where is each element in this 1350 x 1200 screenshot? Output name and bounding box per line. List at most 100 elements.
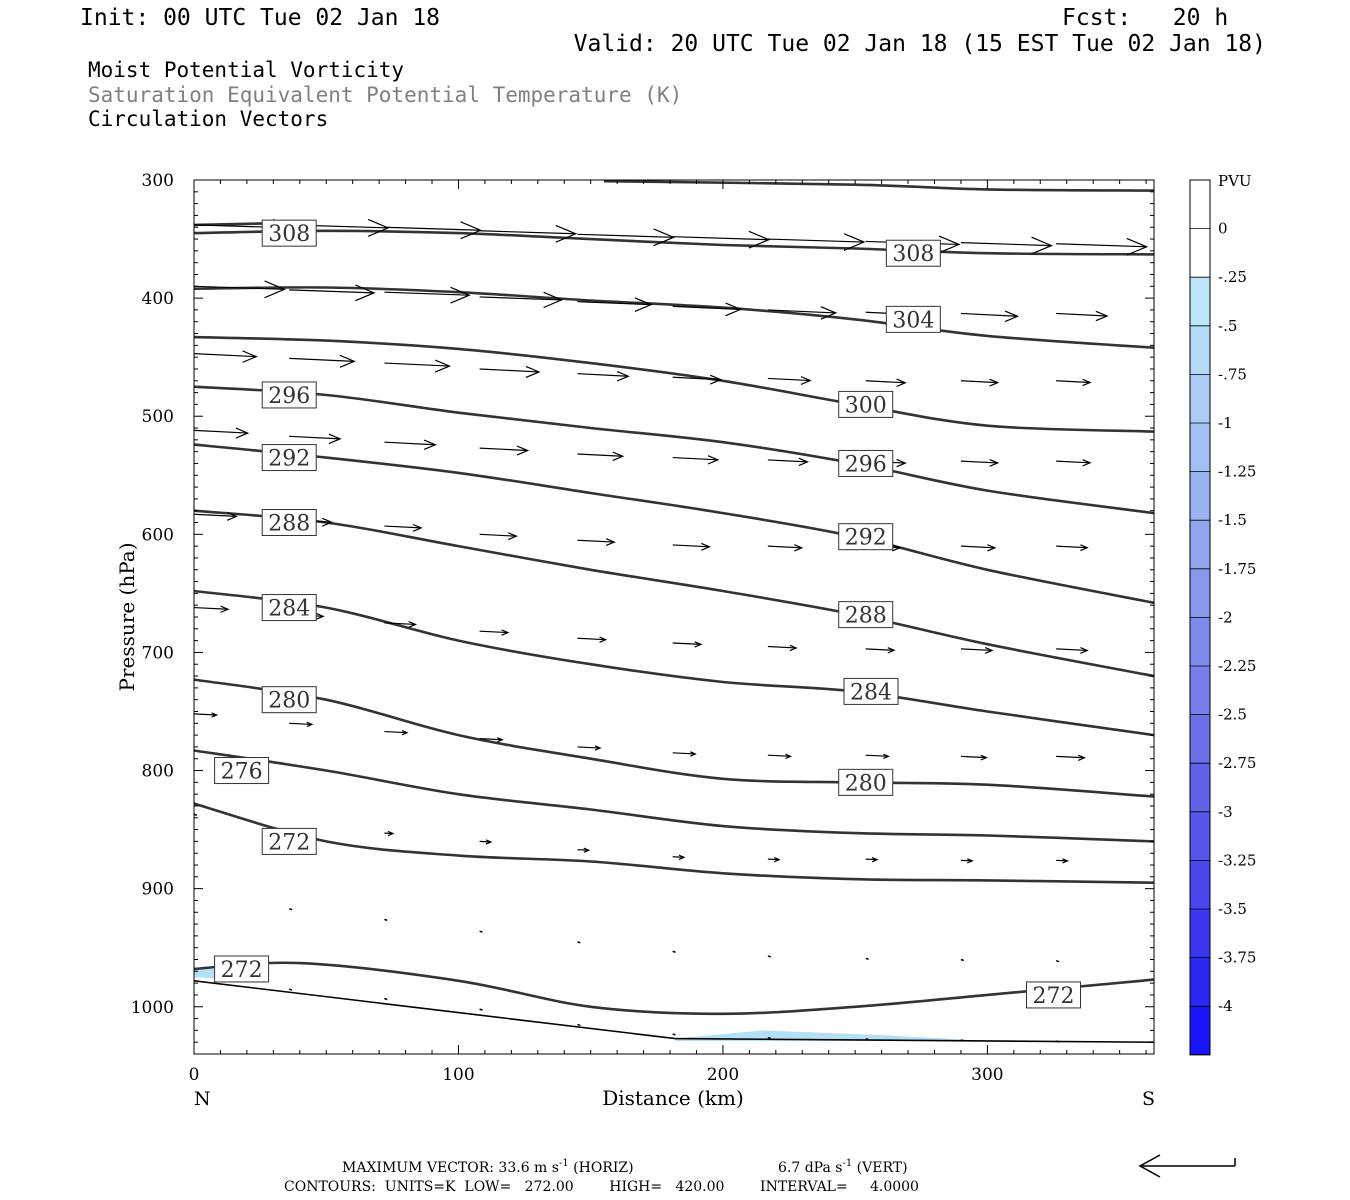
vector-head (583, 847, 591, 853)
vector-shaft (193, 513, 237, 517)
vector-arrow (767, 644, 798, 652)
vector-arrow (577, 745, 602, 751)
vector-arrow (384, 221, 483, 240)
x-end-label-south: S (1142, 1088, 1155, 1110)
contour-label: 284 (261, 594, 317, 622)
vector-shaft (767, 754, 791, 757)
colorbar-swatch (1190, 423, 1210, 472)
vector-arrow (577, 636, 608, 643)
contour-label: 288 (261, 509, 317, 537)
contour-label-box (838, 390, 894, 418)
vector-arrow (767, 753, 793, 759)
vector-shaft (960, 460, 998, 464)
vector-shaft (767, 238, 865, 243)
y-tick-label: 900 (142, 880, 174, 900)
vector-arrow (193, 712, 219, 718)
colorbar-label: -.75 (1218, 365, 1247, 383)
vector-head (989, 378, 1000, 387)
vector-arrow (767, 1036, 771, 1040)
vector-head (887, 647, 896, 654)
colorbar-swatch (1190, 714, 1210, 764)
vector-shaft (384, 622, 416, 626)
pvu-colorbar: PVU 0 -.25 -.5 -.75 -1 -1.25 -1.5 -1.75 -2 -2.25 -2… (1189, 172, 1256, 1056)
vector-head (798, 457, 810, 467)
vector-head (984, 647, 994, 654)
vector-head (694, 641, 703, 648)
vector-head (938, 235, 961, 254)
vector-arrow (193, 511, 238, 521)
vector-shaft (288, 908, 293, 911)
vector-head (653, 228, 676, 247)
vector-arrow (865, 378, 907, 387)
vector-head (387, 830, 395, 837)
vector-arrow (577, 538, 616, 547)
contour-label: 280 (838, 768, 894, 796)
vector-head (434, 359, 451, 373)
vector-shaft (479, 230, 576, 235)
plot-frame (193, 179, 1155, 1055)
vector-head (423, 439, 437, 451)
contour-labels: 308 308 304 300 296 296 292 292 288 288 284 284 280 2… (214, 219, 1082, 1009)
vector-head (794, 544, 804, 552)
vector-arrow (865, 957, 869, 961)
colorbar-frame (1189, 179, 1211, 1056)
colorbar-label: -2 (1218, 608, 1233, 626)
vector-shaft (672, 950, 676, 953)
vector-shaft (865, 648, 895, 651)
vector-head (1062, 858, 1070, 864)
y-tick-label: 700 (142, 643, 174, 663)
vector-arrow (479, 839, 493, 845)
colorbar-label: -.5 (1218, 317, 1237, 335)
vert-label: (VERT) (852, 1160, 907, 1176)
vector-head (1082, 459, 1092, 467)
vector-head (226, 511, 238, 521)
vector-head (485, 839, 493, 845)
vector-arrow (960, 647, 994, 654)
vector-arrow (672, 542, 711, 551)
vector-head (1082, 378, 1092, 387)
contour-label-box (261, 444, 317, 472)
vector-arrow (1055, 959, 1060, 963)
colorbar-label: -4 (1218, 997, 1233, 1015)
vector-head (508, 532, 518, 541)
colorbar-label: -1.5 (1218, 511, 1247, 529)
vector-shaft (384, 997, 388, 1001)
vector-arrow (479, 737, 504, 743)
vector-head (896, 378, 907, 387)
colorbar-label: -3.5 (1218, 900, 1247, 918)
vector-head (339, 354, 356, 368)
vector-arrow (1056, 754, 1086, 761)
contour-label: 308 (885, 239, 941, 267)
colorbar-label: -1.25 (1218, 463, 1256, 481)
vector-arrow (672, 950, 676, 953)
vector-head (980, 754, 988, 761)
vert-vector-text: 6.7 dPa s-1 (VERT) (778, 1158, 908, 1176)
vector-shaft (479, 840, 491, 843)
vector-shaft (960, 545, 995, 549)
vector-arrow (384, 523, 423, 532)
vector-arrow (767, 233, 866, 252)
contour-label: 272 (214, 955, 270, 983)
vector-arrow (767, 544, 804, 552)
vector-arrow (672, 302, 743, 317)
vector-head (599, 636, 608, 643)
vector-head (678, 854, 686, 860)
contour-line (193, 961, 1155, 1016)
vector-arrow (672, 230, 771, 249)
vector-shaft (577, 453, 623, 457)
vector-arrow (960, 378, 1000, 387)
contour-label-box (838, 449, 894, 477)
vector-head (690, 751, 697, 757)
reference-vector-arrow (1138, 1154, 1236, 1178)
contour-label-text: 304 (892, 308, 934, 333)
contour-label: 272 (1026, 981, 1082, 1009)
vector-head (306, 721, 314, 728)
vector-shaft (577, 941, 581, 944)
vector-shaft (193, 353, 257, 358)
vector-arrow (479, 1008, 483, 1011)
contour-label: 292 (261, 444, 317, 472)
vector-head (634, 297, 653, 312)
vector-arrow (479, 365, 541, 378)
y-tick-label: 600 (142, 525, 174, 545)
vector-head (1077, 754, 1086, 761)
